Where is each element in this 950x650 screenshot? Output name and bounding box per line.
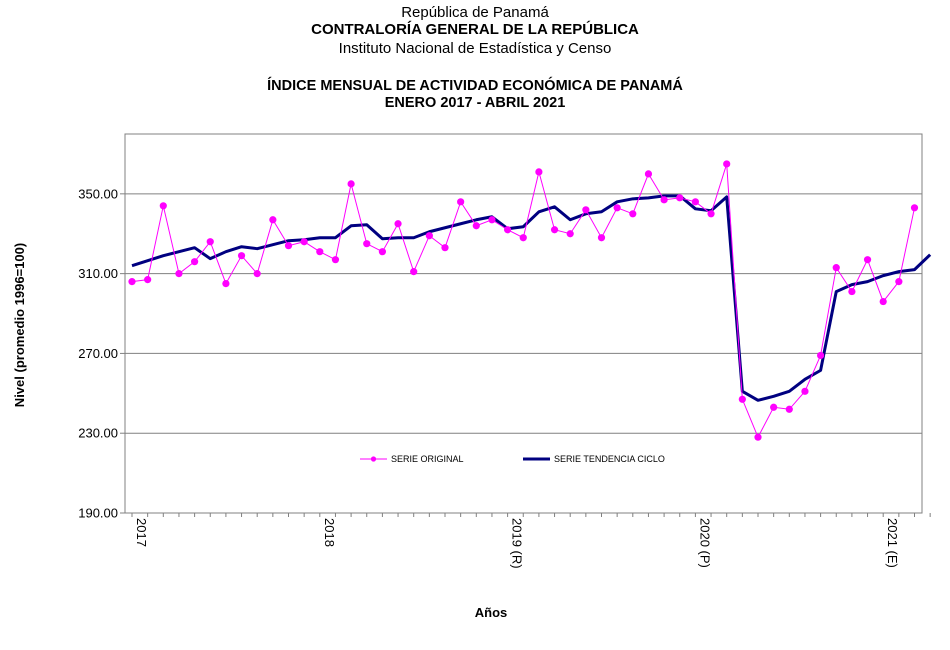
original-point [206, 238, 214, 246]
legend-original-marker [370, 456, 377, 462]
original-line [131, 163, 915, 439]
original-point [723, 160, 731, 168]
original-point [519, 234, 527, 242]
x-tick-label: 2020 (P) [697, 518, 712, 568]
x-axis: 2017 2018 2019 (R) 2020 (P) 2021 (E) [131, 513, 931, 569]
y-axis: 190.00 230.00 270.00 310.00 350.00 [78, 186, 125, 521]
original-point [644, 170, 653, 178]
original-point [331, 256, 340, 264]
original-point [300, 238, 308, 246]
legend-trend-label: SERIE TENDENCIA CICLO [554, 454, 665, 464]
original-point [691, 198, 700, 206]
y-tick-label: 270.00 [78, 346, 118, 361]
original-point [472, 222, 480, 230]
legend-original-label: SERIE ORIGINAL [391, 454, 464, 464]
plot-frame [124, 133, 923, 514]
original-point [237, 252, 246, 260]
original-point [222, 280, 230, 288]
original-point [660, 196, 668, 204]
y-axis-label: Nivel (promedio 1996=100) [12, 243, 27, 407]
original-point [269, 216, 277, 224]
series-trend [131, 194, 932, 402]
original-point [707, 210, 715, 218]
original-point [613, 204, 621, 212]
original-point [363, 240, 371, 248]
x-axis-label: Años [475, 605, 508, 620]
original-point [863, 256, 872, 264]
original-point [394, 220, 402, 228]
original-point [676, 194, 684, 202]
original-point [175, 270, 183, 278]
original-point [378, 248, 386, 256]
original-point [441, 244, 449, 252]
original-point [770, 403, 778, 411]
trend-line [131, 194, 932, 402]
header-contraloria: CONTRALORÍA GENERAL DE LA REPÚBLICA [311, 21, 639, 38]
original-point [754, 433, 762, 441]
y-tick-label: 350.00 [78, 186, 118, 201]
original-point [895, 278, 903, 286]
original-point [785, 405, 793, 413]
original-point [316, 248, 324, 256]
legend: SERIE ORIGINAL SERIE TENDENCIA CICLO [360, 454, 665, 464]
header-institute: Instituto Nacional de Estadística y Cens… [338, 40, 612, 57]
original-point [457, 198, 465, 206]
original-point [582, 206, 590, 214]
x-tick-label: 2017 [134, 518, 149, 547]
original-point [738, 395, 746, 403]
original-point [191, 258, 199, 266]
original-point [425, 232, 433, 240]
original-point [128, 278, 136, 286]
series-original [128, 160, 919, 441]
original-point [566, 230, 574, 238]
original-point [347, 180, 355, 188]
original-point [910, 204, 919, 212]
original-point [535, 168, 543, 176]
y-tick-label: 230.00 [78, 426, 118, 441]
original-point [832, 264, 840, 272]
original-point [597, 234, 606, 242]
original-point [817, 351, 825, 360]
x-tick-label: 2018 [322, 518, 337, 547]
original-point [284, 242, 293, 250]
x-tick-label: 2019 (R) [510, 518, 525, 569]
y-tick-label: 190.00 [78, 506, 118, 521]
original-point [410, 268, 418, 276]
y-tick-label: 310.00 [78, 266, 118, 281]
header-republic: República de Panamá [401, 4, 549, 21]
original-point [144, 276, 152, 284]
original-point [879, 297, 887, 306]
original-point [488, 216, 496, 224]
original-point [801, 387, 809, 395]
grid [125, 193, 922, 434]
original-point [629, 210, 637, 218]
original-point [550, 226, 559, 234]
original-point [504, 226, 512, 234]
original-point [159, 202, 167, 210]
original-point [848, 287, 856, 296]
chart-title: ÍNDICE MENSUAL DE ACTIVIDAD ECONÓMICA DE… [267, 78, 683, 94]
chart-subtitle: ENERO 2017 - ABRIL 2021 [384, 95, 566, 111]
x-tick-label: 2021 (E) [885, 518, 900, 568]
original-point [253, 270, 261, 278]
